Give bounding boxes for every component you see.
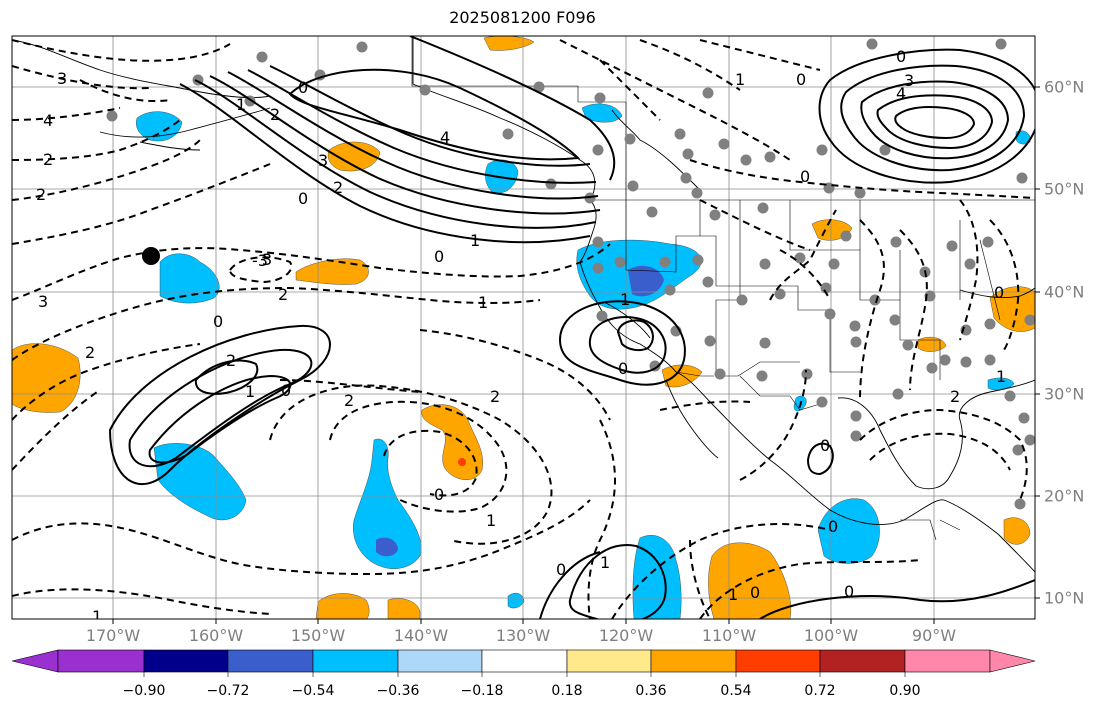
contour-label: 2 <box>333 178 343 197</box>
contour-label: 1 <box>600 553 610 572</box>
contour-label: 2 <box>490 387 500 406</box>
contour-label: 0 <box>750 583 760 602</box>
contour-labels: 3 4 2 2 3 1 0 2 4 3 2 0 1 0 -3 3 2 0 1 2… <box>36 47 1006 626</box>
marker-dot <box>142 247 160 265</box>
colorbar-tick-label: 0.54 <box>720 683 752 699</box>
contour-label: 1 <box>620 290 630 309</box>
contour-label: 0 <box>618 359 628 378</box>
contour-label: 3 <box>318 151 328 170</box>
lon-label: 120°W <box>598 626 654 645</box>
contour-label: 1 <box>92 607 102 626</box>
contour-label: 4 <box>440 128 450 147</box>
colorbar-tick-label: 0.36 <box>635 683 667 699</box>
contour-label: 0 <box>298 78 308 97</box>
contour-label: 0 <box>828 517 838 536</box>
contour-label: 2 <box>950 387 960 406</box>
contour-label: 2 <box>85 343 95 362</box>
dashed-contours <box>12 39 1035 619</box>
contour-label: 3 <box>262 250 272 269</box>
contour-label: 0 <box>844 582 854 601</box>
lat-label: 50°N <box>1044 179 1085 199</box>
colorbar-min-arrow <box>11 649 59 673</box>
contour-label: 1 <box>478 293 488 312</box>
negative-shading <box>136 103 1031 619</box>
contour-label: 0 <box>556 560 566 579</box>
contour-label: 0 <box>434 247 444 266</box>
lon-label: 110°W <box>701 626 757 645</box>
colorbar-tick-label: −0.72 <box>206 683 250 699</box>
solid-contours <box>108 36 1035 619</box>
contour-label: 0 <box>820 436 830 455</box>
contour-label: 0 <box>896 47 906 66</box>
contour-label: 0 <box>298 189 308 208</box>
contour-label: 0 <box>281 381 291 400</box>
contour-label: 1 <box>735 70 745 89</box>
contour-label: 0 <box>796 70 806 89</box>
contour-label: 0 <box>213 312 223 331</box>
lon-label: 90°W <box>911 626 957 645</box>
map-title: 2025081200 F096 <box>449 8 596 27</box>
colorbar-tick-label: −0.18 <box>460 683 504 699</box>
contour-label: 1 <box>996 367 1006 386</box>
contour-label: 3 <box>38 292 48 311</box>
lat-label: 30°N <box>1044 384 1085 404</box>
lat-label: 60°N <box>1044 77 1085 97</box>
colorbar-tick-label: 0.90 <box>889 683 921 699</box>
lon-label: 140°W <box>393 626 449 645</box>
contour-label: 2 <box>278 285 288 304</box>
contour-label: 1 <box>236 95 246 114</box>
colorbar-tick-label: 0.18 <box>551 683 583 699</box>
contour-label: 2 <box>43 150 53 169</box>
lon-label: 150°W <box>290 626 346 645</box>
contour-label: 3 <box>904 71 914 90</box>
lon-label: 170°W <box>85 626 141 645</box>
contour-label: -3 <box>252 251 268 270</box>
colorbar-tick-label: 0.72 <box>804 683 836 699</box>
colorbar-tick-label: −0.36 <box>376 683 420 699</box>
contour-label: 1 <box>470 231 480 250</box>
lat-label: 20°N <box>1044 486 1085 506</box>
contour-label: 3 <box>57 69 67 88</box>
lat-label: 40°N <box>1044 282 1085 302</box>
contour-label: 0 <box>434 485 444 504</box>
contour-label: 1 <box>486 511 496 530</box>
contour-label: 2 <box>270 105 280 124</box>
contour-label: 2 <box>36 185 46 204</box>
strong-negative-shading <box>376 265 664 557</box>
contour-label: 0 <box>800 167 810 186</box>
lon-label: 160°W <box>188 626 244 645</box>
lon-label: 130°W <box>495 626 551 645</box>
colorbar-tick-label: −0.90 <box>122 683 166 699</box>
lat-label: 10°N <box>1044 588 1085 608</box>
contour-label: 4 <box>43 111 53 130</box>
contour-label: 4 <box>896 84 906 103</box>
contour-label: 1 <box>728 585 738 604</box>
contour-label: 2 <box>344 391 354 410</box>
colorbar <box>11 649 1036 677</box>
contour-label: 2 <box>226 351 236 370</box>
colorbar-max-arrow <box>989 649 1036 673</box>
lon-label: 100°W <box>803 626 859 645</box>
contour-label: 0 <box>994 283 1004 302</box>
contour-label: 1 <box>245 382 255 401</box>
colorbar-tick-label: −0.54 <box>291 683 335 699</box>
